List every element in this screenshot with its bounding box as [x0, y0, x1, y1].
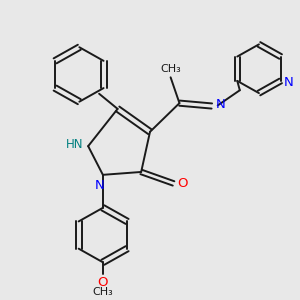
Text: HN: HN [66, 138, 84, 151]
Text: N: N [284, 76, 294, 89]
Text: O: O [98, 276, 108, 289]
Text: CH₃: CH₃ [92, 287, 113, 297]
Text: N: N [94, 179, 104, 192]
Text: N: N [215, 98, 225, 111]
Text: O: O [177, 177, 188, 190]
Text: CH₃: CH₃ [160, 64, 181, 74]
